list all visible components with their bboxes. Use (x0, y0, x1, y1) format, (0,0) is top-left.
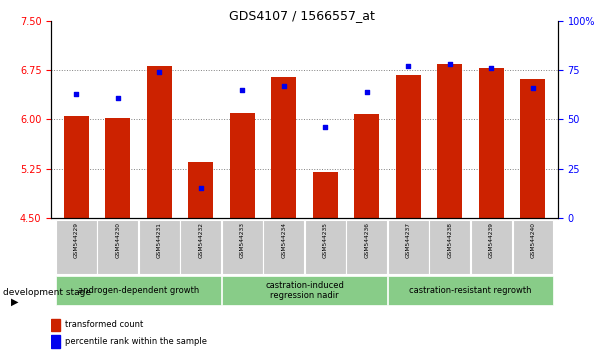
Bar (51, 319, 60, 331)
Text: GSM544240: GSM544240 (531, 222, 535, 258)
Bar (479, 68, 504, 218)
FancyBboxPatch shape (180, 220, 221, 274)
Bar (520, 79, 545, 218)
Text: GSM544230: GSM544230 (115, 222, 120, 258)
Text: GSM544233: GSM544233 (240, 222, 245, 258)
Bar (437, 64, 463, 218)
Text: GDS4107 / 1566557_at: GDS4107 / 1566557_at (229, 9, 374, 22)
FancyBboxPatch shape (388, 220, 429, 274)
Bar (147, 66, 172, 218)
Text: castration-resistant regrowth: castration-resistant regrowth (409, 286, 532, 295)
Bar (230, 113, 254, 218)
Bar (396, 75, 421, 218)
FancyBboxPatch shape (388, 276, 553, 305)
Text: development stage: development stage (3, 287, 91, 297)
FancyBboxPatch shape (222, 220, 262, 274)
FancyBboxPatch shape (429, 220, 470, 274)
Text: GSM544229: GSM544229 (74, 222, 78, 258)
Bar (64, 116, 89, 218)
Bar (106, 118, 130, 218)
FancyBboxPatch shape (264, 220, 304, 274)
Point (113, 95, 122, 101)
Point (403, 64, 413, 69)
Text: GSM544236: GSM544236 (364, 222, 369, 258)
Point (71, 91, 81, 97)
Point (487, 65, 496, 71)
Bar (51, 335, 60, 348)
Text: GSM544238: GSM544238 (447, 222, 452, 258)
Text: percentile rank within the sample: percentile rank within the sample (65, 337, 207, 346)
FancyBboxPatch shape (223, 276, 387, 305)
Point (154, 69, 164, 75)
Text: androgen-dependent growth: androgen-dependent growth (78, 286, 199, 295)
FancyBboxPatch shape (97, 220, 138, 274)
FancyBboxPatch shape (347, 220, 387, 274)
Text: transformed count: transformed count (65, 320, 143, 329)
FancyBboxPatch shape (305, 220, 346, 274)
Bar (355, 114, 379, 218)
Bar (313, 172, 338, 218)
Point (279, 83, 289, 89)
Point (528, 85, 538, 91)
Point (362, 89, 371, 95)
Text: GSM544235: GSM544235 (323, 222, 328, 258)
Point (196, 185, 206, 191)
Text: ▶: ▶ (11, 297, 18, 307)
FancyBboxPatch shape (471, 220, 512, 274)
Bar (188, 162, 213, 218)
Point (445, 62, 455, 67)
Text: GSM544239: GSM544239 (489, 222, 494, 258)
FancyBboxPatch shape (139, 220, 180, 274)
FancyBboxPatch shape (56, 276, 221, 305)
Point (320, 125, 330, 130)
Point (238, 87, 247, 93)
Text: GSM544234: GSM544234 (281, 222, 286, 258)
Text: GSM544237: GSM544237 (406, 222, 411, 258)
Text: castration-induced
regression nadir: castration-induced regression nadir (265, 281, 344, 300)
Text: GSM544231: GSM544231 (157, 222, 162, 258)
Text: GSM544232: GSM544232 (198, 222, 203, 258)
Bar (271, 77, 296, 218)
FancyBboxPatch shape (56, 220, 96, 274)
FancyBboxPatch shape (513, 220, 553, 274)
